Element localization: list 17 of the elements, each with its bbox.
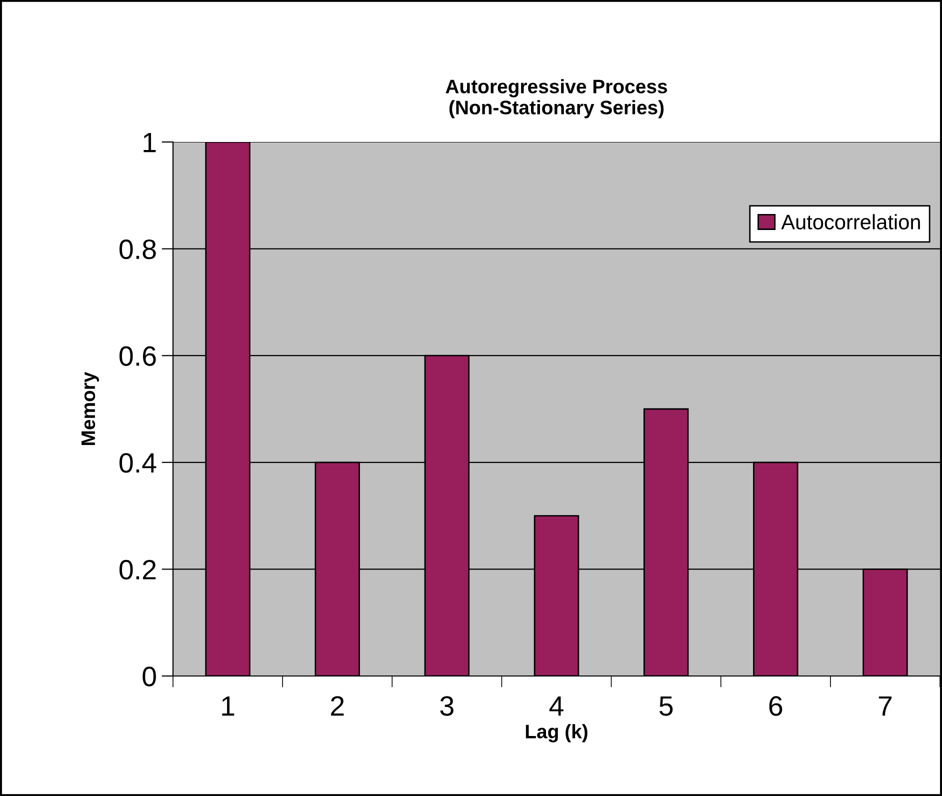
- y-tick-label: 0.4: [120, 453, 156, 473]
- x-tick-label: 5: [659, 696, 673, 716]
- chart-title: Autoregressive Process (Non-Stationary Series): [446, 79, 668, 118]
- x-tick-label: 2: [331, 696, 344, 716]
- x-tick-label: 6: [769, 696, 782, 716]
- x-axis-title: Lag (k): [526, 724, 588, 742]
- y-tick-label: 0: [142, 666, 156, 686]
- y-tick-label: 1: [144, 132, 156, 152]
- y-tick-label: 0.8: [120, 239, 156, 260]
- x-tick-label: 3: [440, 696, 454, 716]
- x-tick-label: 4: [549, 696, 564, 716]
- legend-label: Autocorrelation: [781, 214, 920, 230]
- x-tick-label: 7: [878, 696, 892, 716]
- y-tick-label: 0.2: [120, 560, 156, 580]
- y-tick-label: 0.6: [120, 346, 156, 366]
- x-tick-label: 1: [222, 696, 234, 716]
- y-axis-title: Memory: [82, 372, 99, 445]
